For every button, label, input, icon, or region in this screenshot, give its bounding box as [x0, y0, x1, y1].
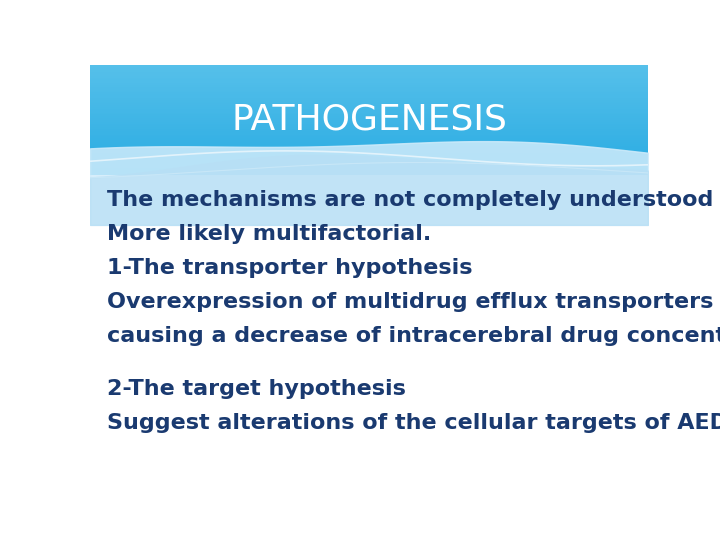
Bar: [90, 148, 648, 151]
Bar: [90, 73, 648, 76]
Bar: [90, 145, 648, 147]
Bar: [90, 130, 648, 133]
Bar: [90, 167, 648, 170]
Bar: [90, 163, 648, 166]
Bar: [90, 171, 648, 173]
Bar: [90, 90, 648, 92]
Bar: [90, 70, 648, 72]
Bar: [90, 132, 648, 134]
Text: Overexpression of multidrug efflux transporters: Overexpression of multidrug efflux trans…: [107, 292, 713, 312]
Bar: [90, 75, 648, 78]
Bar: [90, 112, 648, 114]
Bar: [90, 156, 648, 158]
Bar: [90, 125, 648, 127]
Bar: [90, 150, 648, 153]
Text: causing a decrease of intracerebral drug concentration.: causing a decrease of intracerebral drug…: [107, 326, 720, 346]
Bar: [90, 152, 648, 155]
Bar: [90, 123, 648, 125]
Bar: [90, 158, 648, 160]
Bar: [90, 68, 648, 70]
Text: Suggest alterations of the cellular targets of AED: Suggest alterations of the cellular targ…: [107, 413, 720, 433]
Bar: [90, 134, 648, 137]
Bar: [90, 113, 648, 116]
Bar: [90, 80, 648, 83]
Bar: [90, 88, 648, 91]
Text: 2-The target hypothesis: 2-The target hypothesis: [107, 379, 405, 399]
Bar: [90, 99, 648, 102]
Bar: [90, 168, 648, 171]
Bar: [90, 79, 648, 82]
Bar: [90, 106, 648, 109]
Bar: [90, 136, 648, 138]
Text: More likely multifactorial.: More likely multifactorial.: [107, 224, 431, 244]
Bar: [90, 100, 648, 103]
Text: PATHOGENESIS: PATHOGENESIS: [231, 103, 507, 137]
Bar: [90, 95, 648, 98]
Bar: [90, 143, 648, 146]
Bar: [90, 139, 648, 142]
Bar: [90, 117, 648, 120]
Bar: [90, 91, 648, 94]
Bar: [90, 64, 648, 66]
Bar: [90, 110, 648, 112]
Bar: [90, 103, 648, 105]
Bar: [90, 159, 648, 162]
Bar: [90, 137, 648, 140]
Bar: [90, 116, 648, 118]
Bar: [90, 165, 648, 167]
Bar: [90, 128, 648, 131]
Bar: [90, 93, 648, 96]
Bar: [90, 84, 648, 87]
Bar: [90, 146, 648, 149]
Bar: [90, 119, 648, 122]
Bar: [90, 97, 648, 100]
Bar: [90, 121, 648, 124]
Bar: [90, 126, 648, 129]
Bar: [90, 86, 648, 89]
Bar: [90, 71, 648, 74]
Bar: [90, 141, 648, 144]
Bar: [90, 77, 648, 79]
Bar: [90, 104, 648, 107]
Text: 1-The transporter hypothesis: 1-The transporter hypothesis: [107, 258, 472, 278]
Bar: [90, 154, 648, 157]
Bar: [90, 161, 648, 164]
Text: The mechanisms are not completely understood: The mechanisms are not completely unders…: [107, 190, 713, 210]
Bar: [90, 108, 648, 111]
Bar: [90, 82, 648, 85]
Bar: [90, 66, 648, 69]
Bar: [90, 172, 648, 175]
